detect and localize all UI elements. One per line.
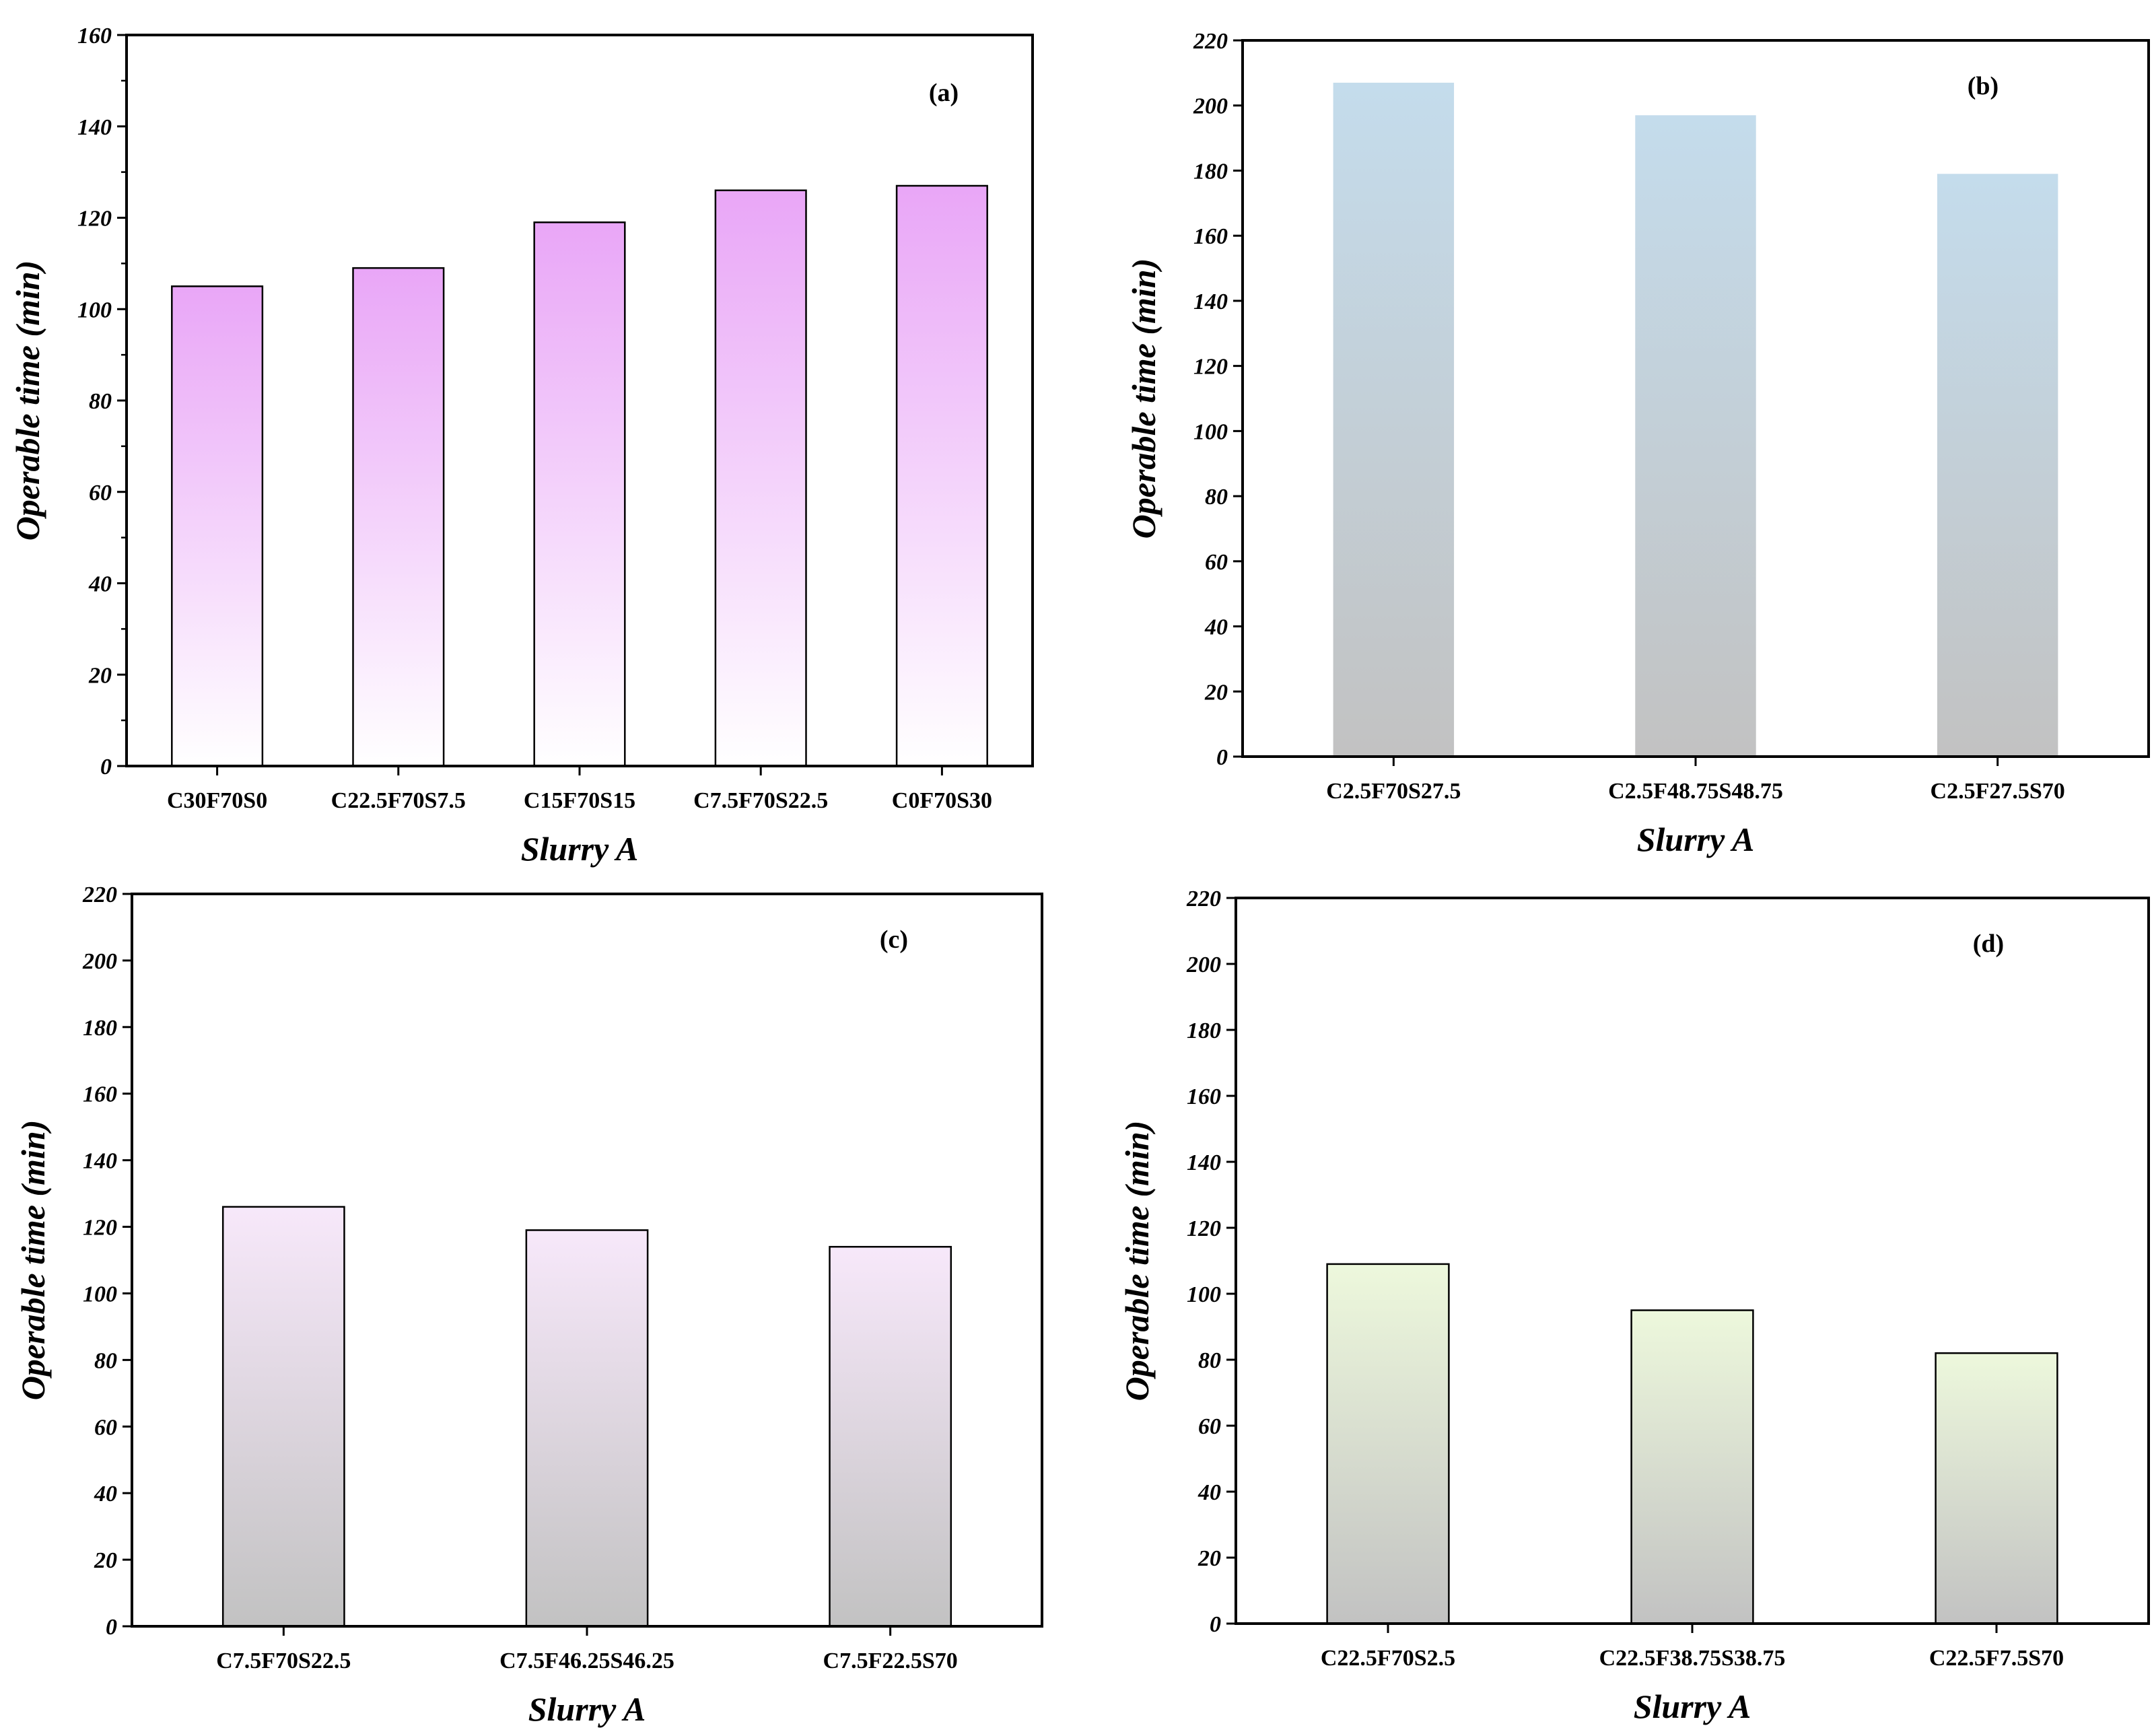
y-tick-label: 40 xyxy=(94,1482,117,1506)
x-tick-label: C7.5F22.5S70 xyxy=(823,1648,958,1673)
y-tick-label: 80 xyxy=(89,389,112,414)
x-tick-label: C2.5F70S27.5 xyxy=(1326,779,1461,804)
y-tick-label: 140 xyxy=(1187,1150,1221,1175)
bar-b-2 xyxy=(1635,115,1756,757)
y-tick-label: 20 xyxy=(94,1548,117,1573)
y-tick-label: 40 xyxy=(1204,615,1228,640)
bar-b-3 xyxy=(1937,174,2058,757)
y-axis-title: Operable time (min) xyxy=(1118,1121,1156,1401)
x-tick-label: C7.5F70S22.5 xyxy=(216,1648,351,1673)
y-axis-title: Operable time (min) xyxy=(9,261,46,541)
y-tick-label: 180 xyxy=(83,1016,117,1041)
x-axis-title: Slurry A xyxy=(521,830,639,868)
y-tick-label: 80 xyxy=(94,1348,117,1373)
y-tick-label: 100 xyxy=(83,1282,117,1307)
y-tick-label: 0 xyxy=(1216,745,1228,770)
x-tick-label: C15F70S15 xyxy=(524,788,635,813)
panel-label: (c) xyxy=(880,926,908,954)
y-tick-label: 20 xyxy=(88,663,112,688)
y-tick-label: 40 xyxy=(88,572,112,597)
x-tick-label: C22.5F70S7.5 xyxy=(331,788,466,813)
y-tick-label: 0 xyxy=(1210,1612,1221,1637)
y-tick-label: 60 xyxy=(1198,1414,1221,1439)
y-tick-label: 60 xyxy=(89,481,112,506)
y-tick-label: 120 xyxy=(1193,355,1228,380)
bar-a-3 xyxy=(533,221,626,767)
bar-d-3 xyxy=(1935,1352,2058,1625)
x-tick-label: C22.5F70S2.5 xyxy=(1321,1646,1455,1671)
y-axis-title: Operable time (min) xyxy=(14,1120,52,1401)
bar-a-4 xyxy=(714,189,807,767)
y-tick-label: 160 xyxy=(77,24,112,48)
y-tick-label: 120 xyxy=(77,207,112,232)
bar-d-2 xyxy=(1630,1309,1754,1625)
x-tick-label: C7.5F70S22.5 xyxy=(693,788,828,813)
y-tick-label: 140 xyxy=(77,115,112,140)
bar-c-1 xyxy=(221,1206,345,1628)
y-tick-label: 20 xyxy=(1197,1546,1221,1571)
bar-c-3 xyxy=(829,1245,952,1628)
y-tick-label: 160 xyxy=(1187,1084,1221,1109)
x-tick-label: C2.5F48.75S48.75 xyxy=(1608,779,1783,804)
y-tick-label: 40 xyxy=(1197,1480,1221,1505)
y-tick-label: 120 xyxy=(83,1216,117,1241)
x-tick-label: C22.5F38.75S38.75 xyxy=(1599,1646,1786,1671)
bar-a-1 xyxy=(171,285,264,767)
y-tick-label: 180 xyxy=(1187,1018,1221,1043)
x-tick-label: C2.5F27.5S70 xyxy=(1931,779,2065,804)
y-tick-label: 160 xyxy=(83,1082,117,1107)
y-tick-label: 80 xyxy=(1205,485,1228,510)
x-axis-title: Slurry A xyxy=(1634,1688,1751,1725)
y-tick-label: 100 xyxy=(1193,419,1228,444)
x-tick-label: C0F70S30 xyxy=(892,788,992,813)
y-tick-label: 200 xyxy=(1193,94,1228,119)
chart-panel-b: 0 20 40 60 80 100 120 140 160 180 200 220 C2.5F70S27… xyxy=(1125,29,2150,858)
bar-a-5 xyxy=(895,184,988,767)
x-tick-label: C30F70S0 xyxy=(167,788,267,813)
y-tick-label: 220 xyxy=(1193,29,1228,54)
x-tick-label: C7.5F46.25S46.25 xyxy=(499,1648,674,1673)
y-tick-label: 60 xyxy=(94,1415,117,1440)
y-tick-label: 120 xyxy=(1187,1216,1221,1241)
panel-label: (d) xyxy=(1973,930,2004,958)
y-tick-label: 0 xyxy=(100,755,112,779)
y-tick-label: 200 xyxy=(1186,952,1221,977)
y-tick-label: 20 xyxy=(1204,680,1228,705)
x-axis-title: Slurry A xyxy=(1637,821,1755,858)
chart-panel-d: 0 20 40 60 80 100 120 140 160 180 200 220 C22.5F70S2… xyxy=(1118,887,2150,1725)
panel-label: (b) xyxy=(1968,72,1999,100)
chart-panel-c: 0 20 40 60 80 100 120 140 160 180 200 220 C7.5F70S22… xyxy=(14,882,1043,1728)
x-axis-title: Slurry A xyxy=(528,1690,646,1728)
y-tick-label: 100 xyxy=(77,298,112,322)
y-tick-label: 60 xyxy=(1205,550,1228,575)
bar-d-1 xyxy=(1326,1263,1450,1625)
y-tick-label: 100 xyxy=(1187,1282,1221,1307)
y-tick-label: 220 xyxy=(82,882,117,907)
y-tick-label: 200 xyxy=(82,949,117,974)
bar-b-1 xyxy=(1333,82,1455,757)
x-tick-label: C22.5F7.5S70 xyxy=(1929,1646,2064,1671)
chart-panel-a: 0 20 40 60 80 100 120 140 160 C30F70S0 C22.5F70S7.… xyxy=(9,24,1034,868)
y-tick-label: 220 xyxy=(1186,887,1221,911)
y-tick-label: 180 xyxy=(1193,159,1228,184)
y-axis-title: Operable time (min) xyxy=(1125,258,1162,539)
panel-label: (a) xyxy=(929,79,959,107)
y-tick-label: 80 xyxy=(1198,1348,1221,1373)
y-tick-label: 140 xyxy=(1193,289,1228,314)
y-tick-label: 0 xyxy=(106,1615,117,1640)
bar-c-2 xyxy=(525,1229,649,1628)
y-tick-label: 140 xyxy=(83,1149,117,1174)
bar-a-2 xyxy=(352,267,445,767)
y-tick-label: 160 xyxy=(1193,224,1228,249)
